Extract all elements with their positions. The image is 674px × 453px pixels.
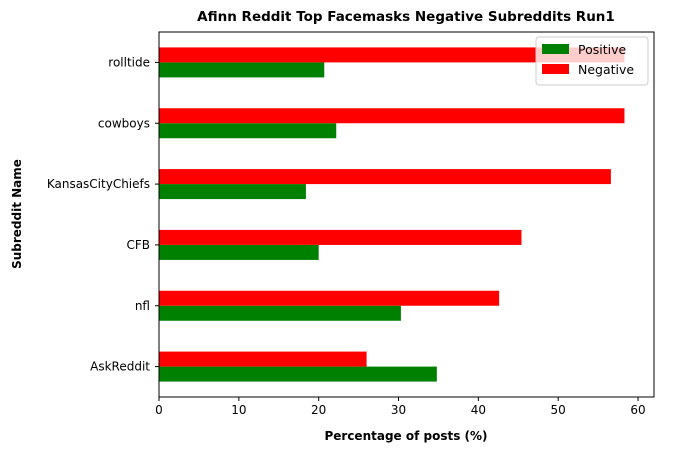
- x-tick-label-60: 60: [630, 403, 645, 417]
- y-tick-label-kansascitychiefs: KansasCityChiefs: [47, 177, 150, 191]
- x-tick-label-30: 30: [391, 403, 406, 417]
- y-tick-label-rolltide: rolltide: [108, 55, 150, 69]
- bar-positive-cowboys: [159, 123, 337, 139]
- plot-area-frame: [158, 31, 655, 398]
- y-axis-label: Subreddit Name: [10, 159, 24, 269]
- bar-negative-cfb: [159, 229, 522, 245]
- legend-label-positive: Positive: [578, 42, 626, 57]
- y-tick-label-cowboys: cowboys: [98, 116, 150, 130]
- y-tick-label-nfl: nfl: [135, 299, 150, 313]
- y-axis: AskReddit nfl CFB KansasCityChiefs cowboys ro…: [47, 55, 159, 374]
- x-tick-label-10: 10: [231, 403, 246, 417]
- x-axis: 0 10 20 30 40 50 60: [155, 397, 646, 417]
- bar-positive-askreddit: [159, 366, 437, 382]
- x-tick-label-50: 50: [551, 403, 566, 417]
- y-tick-label-cfb: CFB: [126, 238, 150, 252]
- legend-swatch-negative: [542, 64, 569, 74]
- bar-positive-kansascitychiefs: [159, 184, 306, 200]
- legend: Positive Negative: [535, 36, 649, 86]
- bar-negative-askreddit: [159, 351, 367, 367]
- x-axis-label: Percentage of posts (%): [324, 429, 487, 443]
- chart-title: Afinn Reddit Top Facemasks Negative Subr…: [197, 9, 615, 25]
- bar-positive-nfl: [159, 305, 401, 321]
- bar-negative-kansascitychiefs: [159, 169, 611, 185]
- bar-negative-rolltide: [159, 47, 625, 63]
- bar-negative-cowboys: [159, 108, 625, 124]
- x-tick-label-20: 20: [311, 403, 326, 417]
- x-tick-label-0: 0: [155, 403, 163, 417]
- x-tick-label-40: 40: [471, 403, 486, 417]
- bar-positive-cfb: [159, 244, 319, 260]
- bar-negative-nfl: [159, 290, 500, 306]
- bars-group: [159, 47, 625, 382]
- legend-swatch-positive: [542, 44, 569, 54]
- bar-positive-rolltide: [159, 62, 325, 78]
- y-tick-label-askreddit: AskReddit: [90, 360, 150, 374]
- legend-label-negative: Negative: [578, 62, 634, 77]
